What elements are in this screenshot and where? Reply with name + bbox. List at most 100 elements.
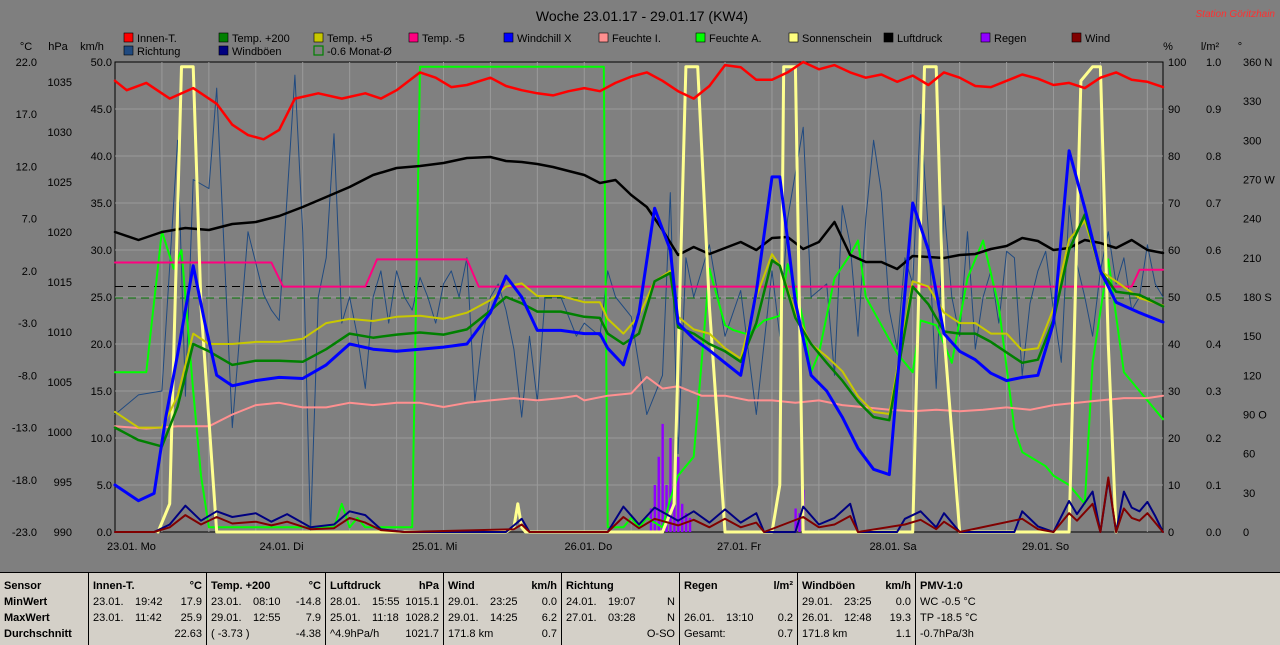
tick-label-direction: 270 W	[1243, 175, 1275, 187]
tick-label-humidity: 100	[1168, 57, 1186, 69]
plot-series	[113, 60, 1165, 534]
stats-time: 11:18	[372, 612, 399, 624]
stats-value: 0.0	[895, 596, 911, 608]
stats-row: WC -0.5 °C	[916, 594, 1280, 610]
stats-value: 25.9	[180, 612, 202, 624]
stats-section-title: Temp. +200	[211, 580, 271, 592]
stats-value: 6.2	[541, 612, 557, 624]
stats-date: 24.01.	[566, 596, 597, 608]
stats-time: 15:55	[372, 596, 400, 608]
stats-section: Temp. +200 °C 23.01. 08:10 -14.8 29.01. 12:55 7…	[206, 573, 325, 645]
tick-label-rain: 0.0	[1206, 527, 1221, 539]
stats-value: 17.9	[180, 596, 202, 608]
tick-label-day: 23.01. Mo	[107, 541, 156, 553]
legend-item: Windchill X	[503, 32, 572, 45]
tick-label-humidity: 10	[1168, 480, 1180, 492]
legend-swatch	[408, 32, 419, 43]
tick-label-rain: 0.4	[1206, 339, 1221, 351]
stats-row: 29.01. 12:55 7.9	[207, 610, 325, 626]
rain-bar	[798, 513, 801, 532]
tick-label-day: 29.01. So	[1022, 541, 1069, 553]
row-label-average: Durchschnitt	[4, 628, 72, 640]
stats-time: 19:07	[608, 596, 636, 608]
legend-label: Feuchte I.	[612, 33, 661, 45]
stats-time: 23:25	[844, 596, 872, 608]
tick-label-humidity: 70	[1168, 198, 1180, 210]
legend-swatch	[883, 32, 894, 43]
tick-label-wind: 0.0	[97, 527, 112, 539]
tick-label-rain: 0.6	[1206, 245, 1221, 257]
statistics-panel: Sensor MinWert MaxWert Durchschnitt Inne…	[0, 572, 1280, 645]
tick-label-direction: 0	[1243, 527, 1249, 539]
tick-label-direction: 150	[1243, 331, 1261, 343]
legend-swatch	[313, 32, 324, 43]
stats-date: 29.01.	[802, 596, 833, 608]
stats-date: 26.01.	[684, 612, 715, 624]
tick-label-direction: 180 S	[1243, 292, 1272, 304]
stats-section: Richtung 24.01. 19:07 N 27.01. 03:28 N O-SO	[561, 573, 679, 645]
legend-item: Richtung	[123, 45, 180, 58]
unit-label-kmh: km/h	[80, 41, 104, 53]
tick-label-wind: 45.0	[91, 104, 112, 116]
stats-section-unit: l/m²	[773, 580, 793, 592]
stats-row	[680, 594, 797, 610]
legend-item: Sonnenschein	[788, 32, 872, 45]
tick-label-day: 28.01. Sa	[870, 541, 918, 553]
row-label-column: Sensor MinWert MaxWert Durchschnitt	[0, 573, 88, 645]
tick-label-rain: 1.0	[1206, 57, 1221, 69]
tick-label-rain: 0.3	[1206, 386, 1221, 398]
tick-label-direction: 300	[1243, 135, 1261, 147]
rain-bar	[677, 456, 680, 532]
series-line	[114, 74, 1164, 533]
legend-label: Feuchte A.	[709, 33, 762, 45]
tick-label-direction: 30	[1243, 488, 1255, 500]
legend-label: Innen-T.	[137, 33, 177, 45]
legend-label: Temp. +200	[232, 33, 290, 45]
tick-label-temperature: 12.0	[16, 161, 37, 173]
series-line	[114, 476, 1164, 533]
row-label-min: MinWert	[4, 596, 48, 608]
stats-section-title: Richtung	[566, 580, 614, 592]
legend-label: Windchill X	[517, 33, 572, 45]
tick-label-temperature: -3.0	[18, 318, 37, 330]
tick-label-wind: 30.0	[91, 245, 112, 257]
unit-label-celsius: °C	[20, 41, 32, 53]
legend-item: Temp. -5	[408, 32, 465, 45]
stats-date: 23.01.	[93, 596, 124, 608]
tick-label-pressure: 1025	[48, 177, 72, 189]
tick-label-direction: 90 O	[1243, 410, 1267, 422]
stats-row: 22.63	[89, 626, 206, 642]
tick-label-temperature: -18.0	[12, 475, 37, 487]
legend-item: Innen-T.	[123, 32, 177, 45]
stats-date: 29.01.	[448, 596, 479, 608]
stats-section: Wind km/h 29.01. 23:25 0.0 29.01. 14:25 6.2 171.…	[443, 573, 561, 645]
stats-row: 29.01. 14:25 6.2	[444, 610, 561, 626]
stats-value: -14.8	[295, 596, 321, 608]
tick-label-rain: 0.9	[1206, 104, 1221, 116]
tick-label-rain: 0.5	[1206, 292, 1221, 304]
stats-date: 29.01.	[448, 612, 479, 624]
stats-date: 27.01.	[566, 612, 597, 624]
stats-value: O-SO	[646, 628, 675, 640]
tick-label-wind: 25.0	[91, 292, 112, 304]
stats-row: 29.01. 23:25 0.0	[444, 594, 561, 610]
row-label-max: MaxWert	[4, 612, 50, 624]
tick-label-day: 27.01. Fr	[717, 541, 761, 553]
stats-date: 25.01.	[330, 612, 361, 624]
stats-date: ( -3.73 )	[211, 628, 250, 640]
stats-section-title: Regen	[684, 580, 718, 592]
station-label: Station Göritzhain	[1196, 9, 1276, 20]
stats-value: N	[667, 596, 675, 608]
legend-swatch	[218, 32, 229, 43]
legend-item: Feuchte I.	[598, 32, 661, 45]
unit-label-lm2: l/m²	[1201, 41, 1220, 53]
tick-label-pressure: 1035	[48, 77, 72, 89]
legend-label: Luftdruck	[897, 33, 943, 45]
tick-label-wind: 50.0	[91, 57, 112, 69]
tick-label-pressure: 1020	[48, 227, 72, 239]
stats-date: 171.8 km	[802, 628, 848, 640]
legend-swatch	[695, 32, 706, 43]
stats-date: 23.01.	[211, 596, 242, 608]
tick-label-day: 24.01. Di	[260, 541, 304, 553]
series-line	[113, 60, 1165, 141]
